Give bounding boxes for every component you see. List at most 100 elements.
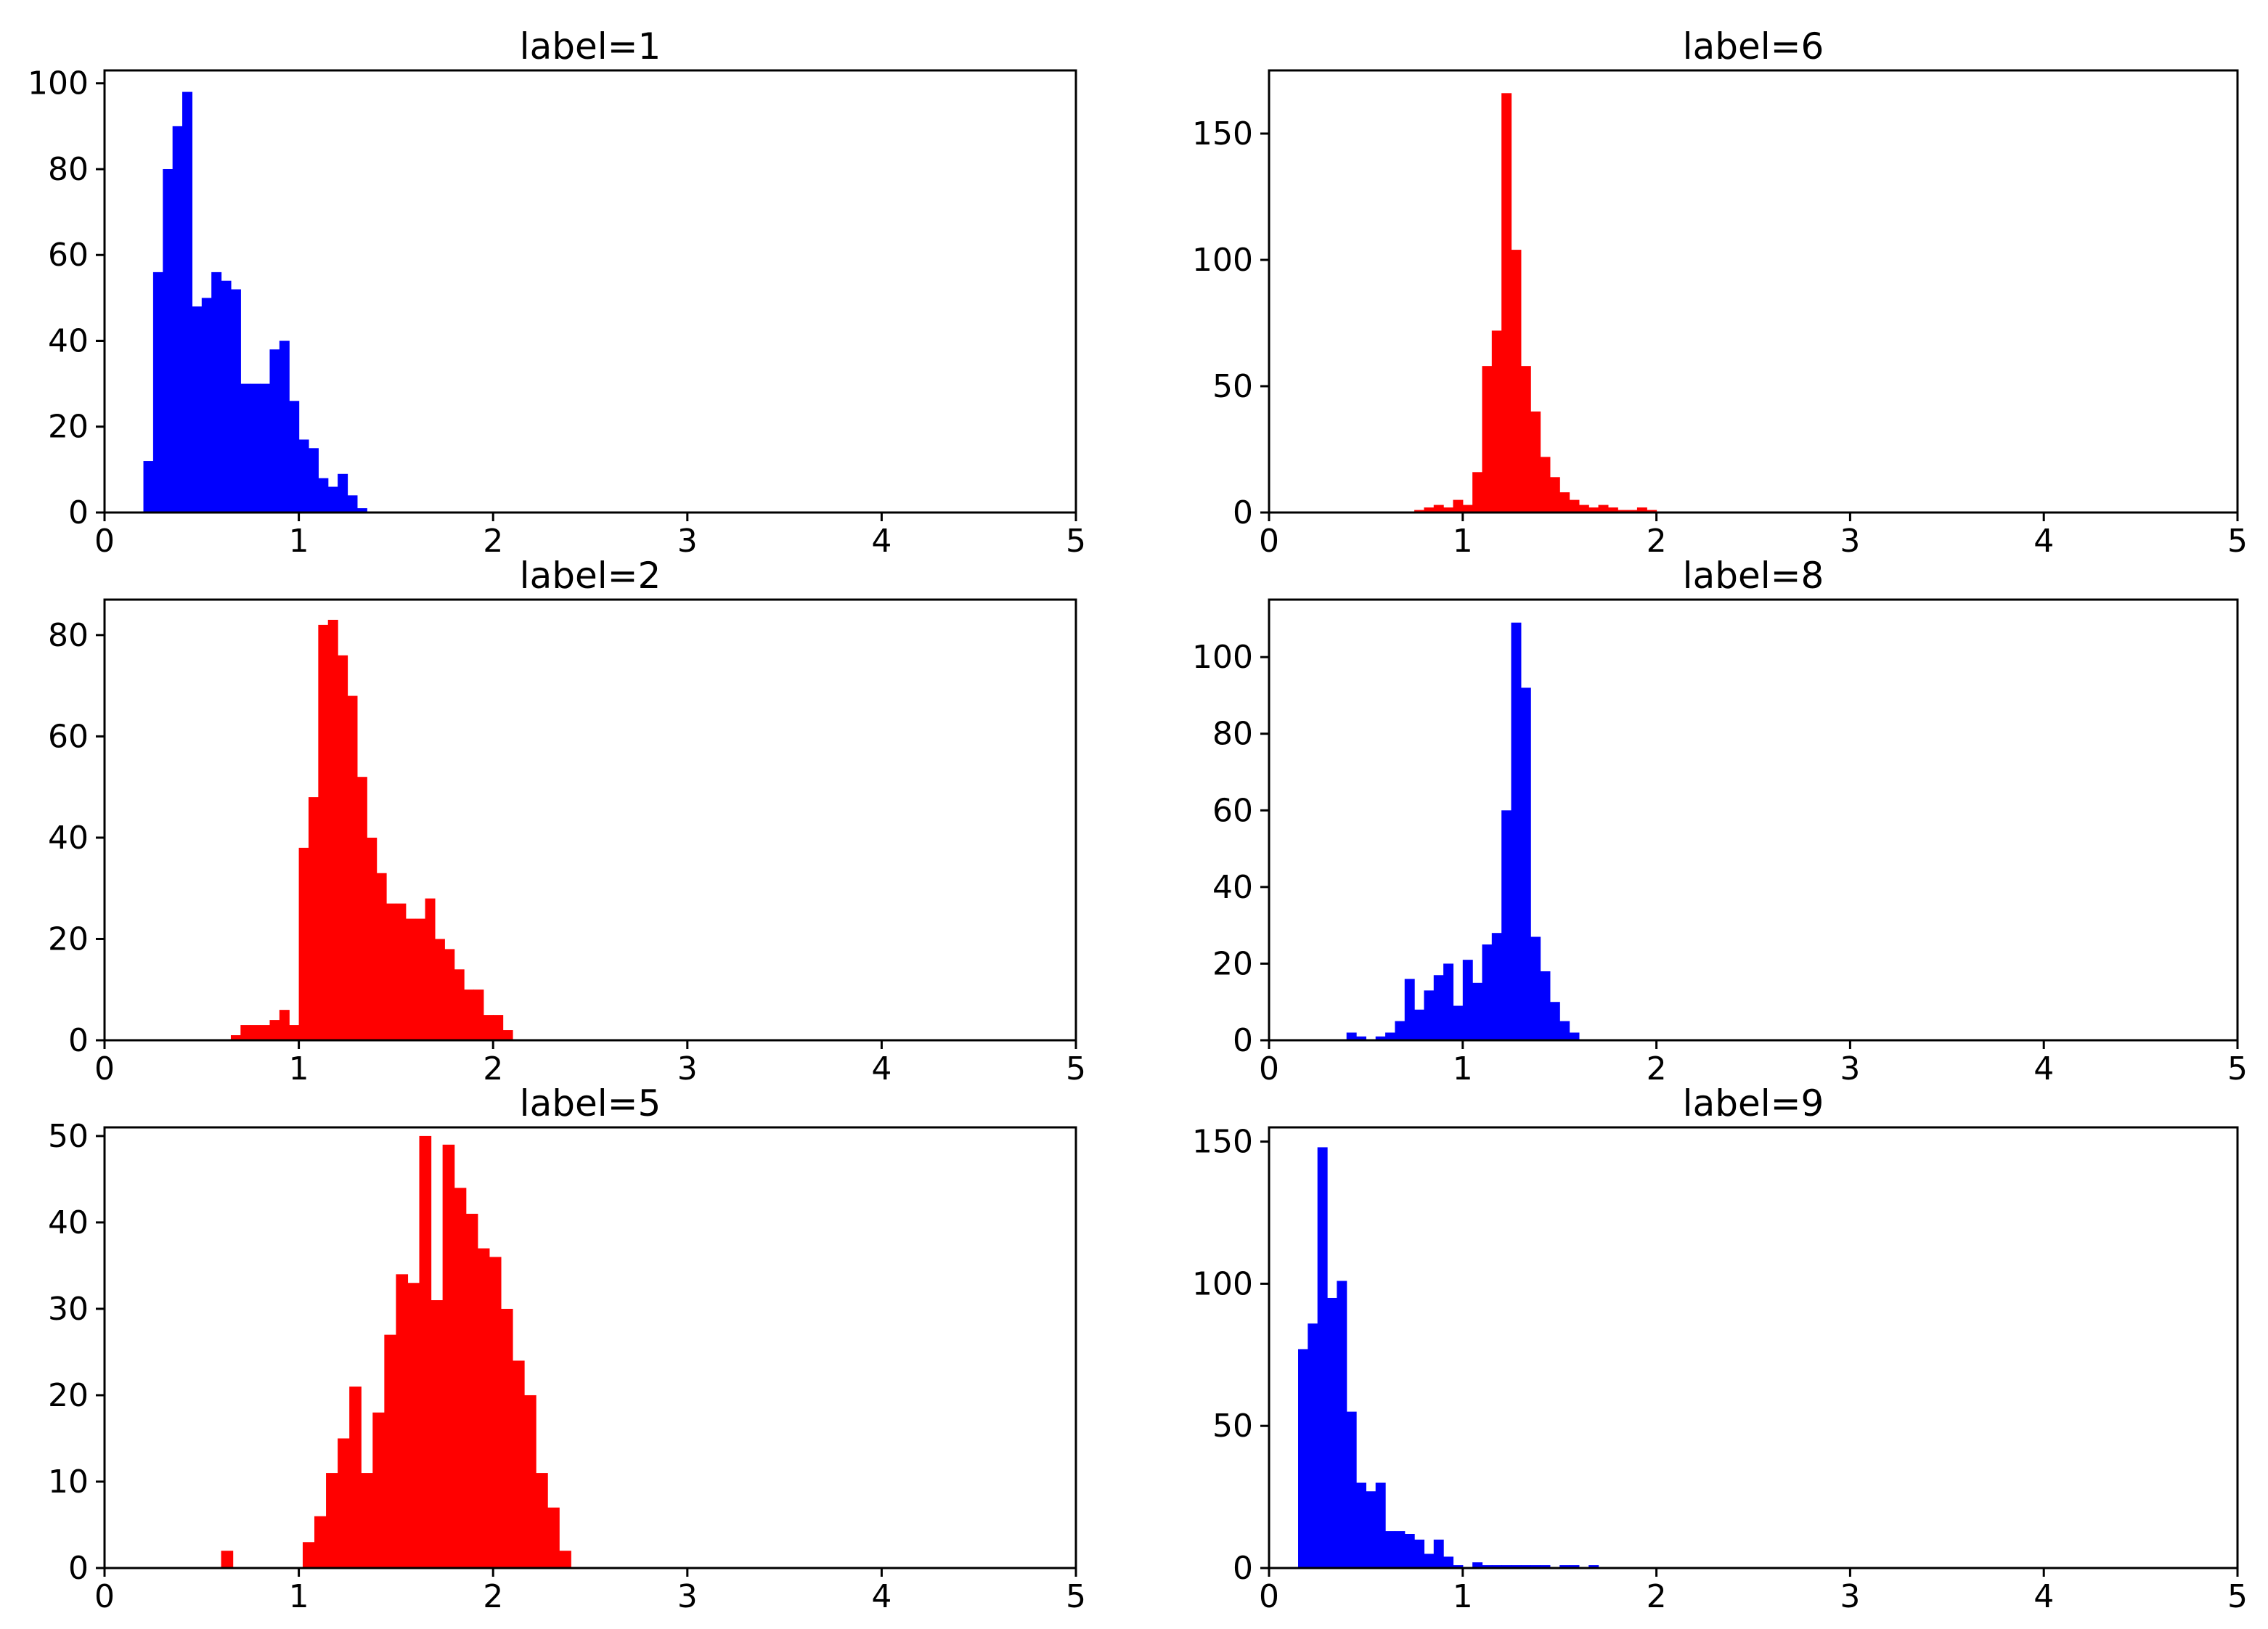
x-tick-label: 5 bbox=[2227, 523, 2248, 560]
histogram-bar bbox=[1511, 622, 1522, 1040]
histogram-bar bbox=[221, 280, 232, 513]
x-tick-label: 2 bbox=[483, 1050, 503, 1087]
y-tick-label: 60 bbox=[48, 237, 89, 274]
histogram-bar bbox=[1414, 1009, 1425, 1040]
histogram-bar bbox=[172, 126, 183, 513]
histogram-bar bbox=[240, 1025, 251, 1040]
histogram-bar bbox=[547, 1507, 560, 1568]
histogram-bar bbox=[419, 1135, 432, 1568]
x-tick-label: 2 bbox=[483, 523, 503, 560]
histogram-bar bbox=[473, 989, 484, 1040]
histogram-bar bbox=[1511, 250, 1522, 513]
histogram-bar bbox=[1462, 505, 1473, 513]
histogram-bar bbox=[1540, 971, 1551, 1040]
histogram-bar bbox=[1636, 507, 1647, 513]
x-tick-label: 2 bbox=[483, 1578, 503, 1615]
chart-title: label=9 bbox=[1683, 1082, 1824, 1124]
x-tick-label: 3 bbox=[1840, 1578, 1860, 1615]
histogram-bar bbox=[1327, 1297, 1337, 1568]
histogram-bar bbox=[1472, 472, 1483, 513]
histogram-bar bbox=[1395, 1531, 1406, 1568]
x-tick-label: 3 bbox=[677, 1050, 698, 1087]
x-tick-label: 4 bbox=[2034, 1050, 2054, 1087]
histogram-bar bbox=[1627, 510, 1638, 513]
x-tick-label: 2 bbox=[1647, 1578, 1667, 1615]
histogram-bar bbox=[347, 695, 358, 1040]
histogram-bar bbox=[1424, 990, 1435, 1040]
axes-frame bbox=[103, 598, 1077, 1042]
histogram-bar bbox=[338, 655, 348, 1040]
histogram-bar bbox=[1366, 1491, 1376, 1568]
axes-frame bbox=[1268, 1126, 2239, 1569]
histogram-bar bbox=[442, 1144, 455, 1568]
histogram-bar bbox=[434, 939, 445, 1040]
y-tick-label: 40 bbox=[1212, 869, 1253, 906]
y-tick-label: 0 bbox=[1233, 494, 1253, 531]
histogram-bar bbox=[1395, 1021, 1406, 1040]
histogram-bar bbox=[1424, 1554, 1435, 1568]
histogram-bar bbox=[201, 298, 212, 513]
histogram-bar bbox=[308, 448, 319, 513]
histogram-bar bbox=[415, 918, 426, 1040]
histogram-bar bbox=[489, 1257, 502, 1568]
x-tick-label: 1 bbox=[289, 1050, 309, 1087]
histogram-bar bbox=[1472, 982, 1483, 1040]
x-tick-label: 5 bbox=[2227, 1578, 2248, 1615]
y-tick-label: 20 bbox=[48, 920, 89, 958]
histogram-bar bbox=[512, 1360, 525, 1568]
histogram-bar bbox=[1424, 507, 1435, 513]
x-tick-label: 1 bbox=[1453, 523, 1473, 560]
x-tick-label: 3 bbox=[677, 523, 698, 560]
histogram-panel: 0 1 2 3 4 5 0 20 40 60 80 100 label=8 bbox=[1192, 555, 2248, 1087]
histogram-bar bbox=[454, 1188, 467, 1568]
histogram-bar bbox=[1337, 1281, 1347, 1568]
histogram-bar bbox=[425, 898, 436, 1040]
histogram-bar bbox=[1482, 1565, 1493, 1568]
y-tick-label: 100 bbox=[1192, 639, 1253, 676]
histogram-bar bbox=[1443, 963, 1454, 1040]
y-tick-label: 100 bbox=[28, 65, 89, 102]
histogram-panel: 0 1 2 3 4 5 0 20 40 60 80 label=2 bbox=[48, 555, 1086, 1087]
x-tick-label: 4 bbox=[871, 523, 892, 560]
y-tick-label: 10 bbox=[48, 1463, 89, 1501]
histogram-bar bbox=[298, 439, 309, 513]
y-tick-label: 150 bbox=[1192, 115, 1253, 152]
histogram-bar bbox=[338, 1438, 350, 1568]
histogram-bar bbox=[1549, 477, 1560, 513]
histogram-bar bbox=[1520, 1565, 1531, 1568]
histogram-bar bbox=[1530, 936, 1541, 1040]
histogram-bar bbox=[1588, 507, 1599, 513]
y-tick-label: 40 bbox=[48, 1204, 89, 1241]
x-tick-label: 2 bbox=[1647, 1050, 1667, 1087]
histogram-bar bbox=[1530, 411, 1541, 513]
histogram-bar bbox=[1404, 1534, 1415, 1568]
histogram-bar bbox=[1404, 979, 1415, 1040]
histogram-bar bbox=[559, 1551, 571, 1568]
x-tick-label: 5 bbox=[1066, 1050, 1086, 1087]
histogram-bar bbox=[279, 340, 290, 513]
histogram-bar bbox=[1559, 1565, 1570, 1568]
histogram-bar bbox=[1578, 505, 1589, 513]
histogram-bar bbox=[483, 1015, 494, 1040]
histogram-bar bbox=[1453, 1005, 1464, 1040]
histogram-bar bbox=[318, 478, 329, 513]
x-tick-label: 4 bbox=[871, 1050, 892, 1087]
x-tick-label: 0 bbox=[1259, 1050, 1279, 1087]
histogram-bar bbox=[260, 383, 271, 513]
histogram-bar bbox=[250, 1025, 261, 1040]
y-tick-label: 150 bbox=[1192, 1124, 1253, 1161]
histogram-bar bbox=[163, 168, 174, 513]
histogram-bar bbox=[298, 847, 309, 1040]
histogram-bar bbox=[143, 461, 154, 513]
y-tick-label: 20 bbox=[48, 409, 89, 446]
x-tick-label: 2 bbox=[1647, 523, 1667, 560]
x-tick-label: 5 bbox=[1066, 1578, 1086, 1615]
histogram-bar bbox=[1569, 1565, 1580, 1568]
chart-title: label=2 bbox=[520, 555, 661, 597]
y-tick-label: 0 bbox=[68, 1550, 89, 1587]
chart-title: label=5 bbox=[520, 1082, 661, 1124]
histogram-bar bbox=[1346, 1411, 1357, 1568]
histogram-bar bbox=[356, 508, 367, 513]
